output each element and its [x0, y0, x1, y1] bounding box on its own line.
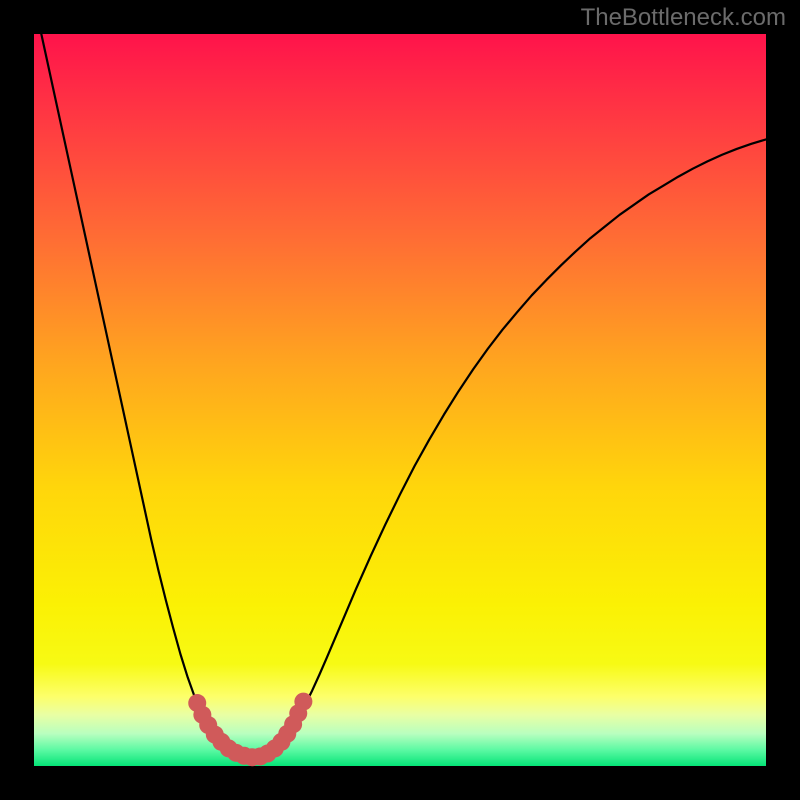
chart-container: TheBottleneck.com	[0, 0, 800, 800]
bottleneck-chart	[0, 0, 800, 800]
optimal-marker	[294, 693, 312, 711]
watermark-text: TheBottleneck.com	[581, 4, 786, 32]
plot-background	[34, 34, 766, 766]
